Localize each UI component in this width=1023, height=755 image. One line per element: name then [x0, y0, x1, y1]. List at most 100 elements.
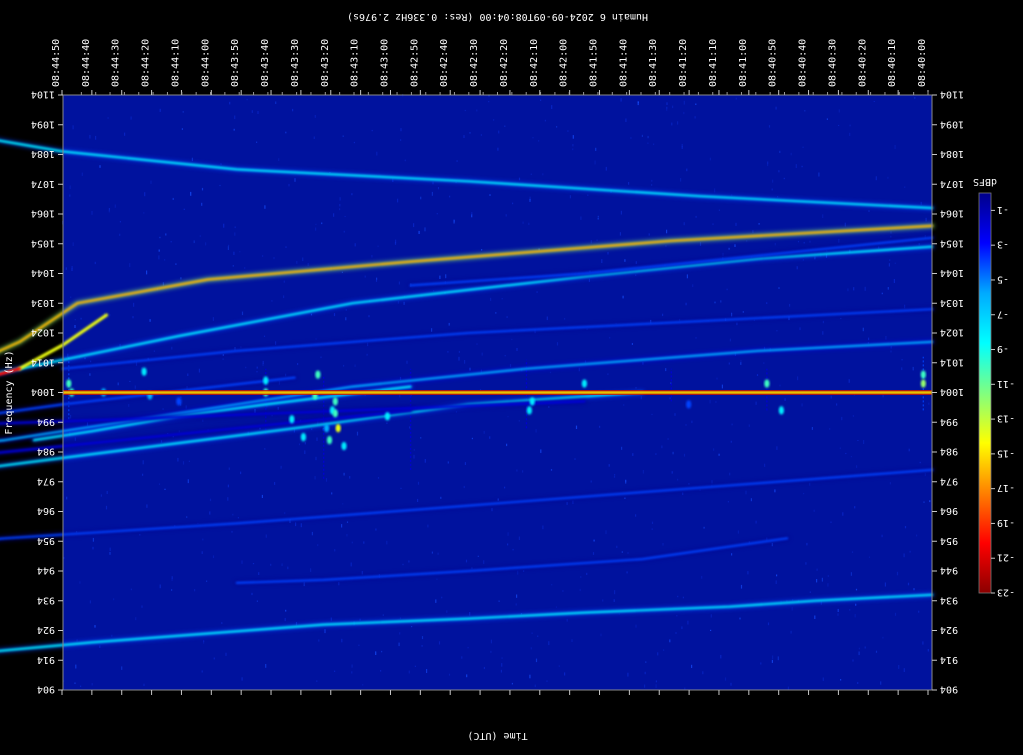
- svg-text:1064: 1064: [31, 208, 55, 219]
- time-tick-4: 08:40:40: [798, 39, 810, 695]
- trace-4: [0, 339, 935, 485]
- svg-text:08:44:50: 08:44:50: [51, 39, 62, 87]
- svg-text:08:44:40: 08:44:40: [81, 39, 92, 87]
- svg-text:1014: 1014: [940, 356, 964, 367]
- freq-tick-1064: 1064 1064: [31, 208, 964, 219]
- burst-11: [384, 412, 391, 421]
- svg-text:944: 944: [37, 565, 55, 576]
- trace-6: [60, 306, 935, 372]
- svg-text:-3: -3: [997, 239, 1009, 250]
- svg-text:1084: 1084: [940, 148, 964, 159]
- svg-text:934: 934: [37, 594, 55, 605]
- trace-7: [0, 375, 298, 473]
- svg-text:08:43:20: 08:43:20: [320, 39, 331, 87]
- burst-31: [141, 367, 147, 376]
- svg-text:1094: 1094: [31, 118, 55, 129]
- svg-text:1034: 1034: [31, 297, 55, 308]
- svg-text:08:40:40: 08:40:40: [798, 39, 809, 87]
- trace-12: [0, 407, 414, 520]
- svg-text:08:40:00: 08:40:00: [917, 39, 928, 87]
- colorbar-tick--11: -11: [991, 378, 1015, 389]
- svg-text:08:44:30: 08:44:30: [111, 39, 122, 87]
- burst-8: [335, 424, 341, 433]
- freq-tick-914: 914 914: [37, 654, 958, 665]
- svg-text:924: 924: [940, 624, 958, 635]
- trace-13: [0, 398, 587, 440]
- freq-tick-1034: 1034 1034: [31, 297, 964, 308]
- freq-tick-964: 964 964: [37, 505, 958, 516]
- svg-text:1004: 1004: [31, 386, 55, 397]
- colorbar-tick--21: -21: [991, 552, 1015, 563]
- freq-tick-1014: 1014 1014: [31, 356, 964, 367]
- freq-tick-994: 994 994: [37, 416, 958, 427]
- burst-25: [686, 400, 692, 409]
- time-tick-19: 08:43:10: [350, 39, 362, 695]
- svg-text:1014: 1014: [31, 356, 55, 367]
- svg-text:08:40:30: 08:40:30: [827, 39, 838, 87]
- svg-text:1094: 1094: [940, 118, 964, 129]
- burst-23: [764, 379, 770, 388]
- time-tick-9: 08:41:30: [648, 39, 660, 695]
- svg-text:954: 954: [37, 535, 55, 546]
- trace-9: [234, 535, 790, 586]
- time-tick-23: 08:43:50: [230, 39, 242, 695]
- svg-text:1064: 1064: [940, 208, 964, 219]
- chart-title: Humain 6 2024-09-09T08:04:00 (Res: 0.336…: [347, 11, 648, 22]
- svg-text:08:41:10: 08:41:10: [708, 39, 719, 87]
- colorbar-tick--23: -23: [991, 587, 1015, 598]
- colorbar-tick--9: -9: [991, 343, 1009, 354]
- svg-text:08:44:00: 08:44:00: [200, 39, 211, 87]
- freq-tick-924: 924 924: [37, 624, 958, 635]
- y-axis-label: Frequency (Hz): [4, 350, 15, 434]
- svg-text:1054: 1054: [940, 237, 964, 248]
- svg-text:934: 934: [940, 594, 958, 605]
- trace-2: [0, 244, 935, 473]
- freq-tick-1104: 1104 1104: [31, 89, 964, 100]
- burst-29: [263, 376, 269, 385]
- svg-text:974: 974: [940, 475, 958, 486]
- svg-text:-11: -11: [997, 378, 1015, 389]
- svg-text:904: 904: [940, 684, 958, 695]
- burst-24: [176, 397, 182, 406]
- svg-text:08:41:40: 08:41:40: [618, 39, 629, 87]
- colorbar-tick--13: -13: [991, 413, 1015, 424]
- svg-text:914: 914: [940, 654, 958, 665]
- burst-0: [315, 370, 321, 379]
- svg-text:08:40:50: 08:40:50: [768, 39, 779, 87]
- burst-7: [300, 432, 307, 442]
- time-tick-27: 08:44:30: [111, 39, 123, 695]
- time-tick-15: 08:42:30: [469, 39, 481, 695]
- svg-text:-7: -7: [997, 308, 1009, 319]
- time-tick-2: 08:40:20: [857, 39, 869, 695]
- time-tick-8: 08:41:20: [678, 39, 690, 695]
- svg-text:08:41:50: 08:41:50: [589, 39, 600, 87]
- svg-text:924: 924: [37, 624, 55, 635]
- burst-22: [778, 406, 784, 415]
- time-tick-11: 08:41:50: [589, 39, 601, 695]
- svg-text:08:40:20: 08:40:20: [857, 39, 868, 87]
- time-tick-3: 08:40:30: [827, 39, 839, 695]
- svg-text:1084: 1084: [31, 148, 55, 159]
- svg-text:-19: -19: [997, 517, 1015, 528]
- burst-16: [66, 379, 72, 388]
- burst-6: [323, 424, 330, 433]
- time-tick-17: 08:42:50: [409, 39, 421, 695]
- time-tick-24: 08:44:00: [200, 39, 212, 695]
- time-tick-7: 08:41:10: [708, 39, 720, 695]
- svg-text:914: 914: [37, 654, 55, 665]
- burst-2: [332, 397, 338, 406]
- svg-text:-9: -9: [997, 343, 1009, 354]
- svg-text:-21: -21: [997, 552, 1015, 563]
- svg-text:1044: 1044: [940, 267, 964, 278]
- time-tick-21: 08:43:30: [290, 39, 302, 695]
- svg-text:1034: 1034: [940, 297, 964, 308]
- svg-text:1104: 1104: [940, 89, 964, 100]
- freq-tick-934: 934 934: [37, 594, 958, 605]
- freq-tick-1054: 1054 1054: [31, 237, 964, 248]
- burst-5: [289, 415, 295, 424]
- time-tick-13: 08:42:10: [529, 39, 541, 695]
- svg-text:974: 974: [37, 475, 55, 486]
- svg-text:-17: -17: [997, 482, 1015, 493]
- svg-text:1004: 1004: [940, 386, 964, 397]
